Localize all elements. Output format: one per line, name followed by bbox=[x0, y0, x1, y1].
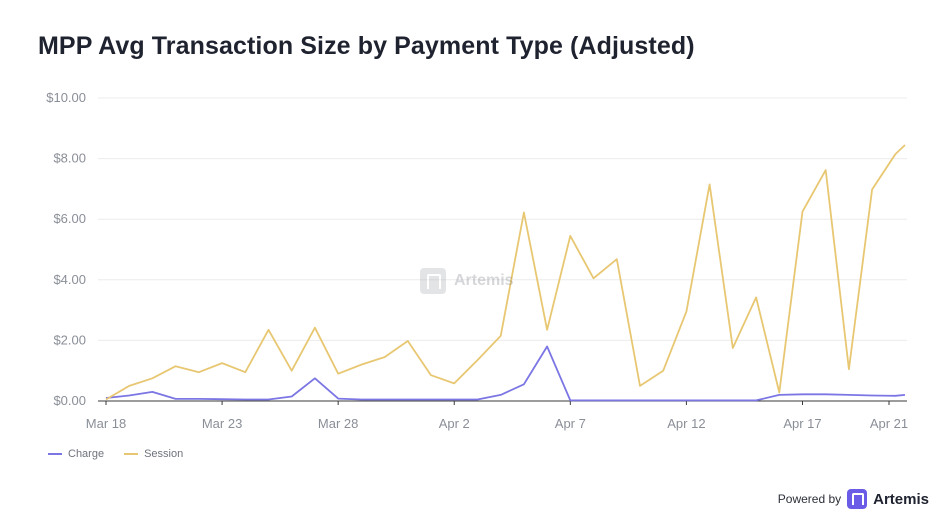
y-tick-label: $6.00 bbox=[53, 211, 86, 226]
legend-label-charge: Charge bbox=[68, 448, 105, 460]
chart-title: MPP Avg Transaction Size by Payment Type… bbox=[38, 32, 695, 60]
x-tick-label: Apr 7 bbox=[555, 416, 586, 431]
powered-by-brand: Artemis bbox=[873, 490, 929, 508]
watermark-text: Artemis bbox=[454, 272, 514, 289]
chart-legend: Charge Session bbox=[48, 448, 183, 460]
y-tick-label: $0.00 bbox=[53, 393, 86, 408]
x-tick-label: Apr 2 bbox=[439, 416, 470, 431]
x-tick-label: Apr 12 bbox=[667, 416, 705, 431]
artemis-logo-icon bbox=[420, 268, 446, 294]
legend-item-charge[interactable]: Charge bbox=[48, 448, 104, 460]
x-tick-label: Mar 18 bbox=[86, 416, 126, 431]
artemis-brand-icon bbox=[847, 489, 868, 509]
y-tick-label: $2.00 bbox=[53, 332, 86, 347]
x-tick-label: Apr 21 bbox=[870, 416, 908, 431]
y-tick-label: $8.00 bbox=[53, 151, 86, 166]
series-line-charge bbox=[105, 345, 906, 402]
y-tick-label: $4.00 bbox=[53, 272, 86, 287]
series-line-session bbox=[105, 144, 906, 401]
legend-item-session[interactable]: Session bbox=[124, 448, 183, 460]
x-tick-label: Apr 17 bbox=[783, 416, 821, 431]
legend-label-session: Session bbox=[144, 448, 184, 460]
watermark: Artemis bbox=[420, 268, 514, 294]
x-tick-label: Mar 28 bbox=[318, 416, 358, 431]
legend-swatch-session bbox=[124, 453, 139, 455]
powered-by-text: Powered by bbox=[777, 492, 842, 506]
y-tick-label: $10.00 bbox=[46, 90, 86, 105]
legend-swatch-charge bbox=[48, 453, 62, 455]
powered-by-footer[interactable]: Powered by Artemis bbox=[778, 489, 929, 509]
x-tick-label: Mar 23 bbox=[202, 416, 242, 431]
